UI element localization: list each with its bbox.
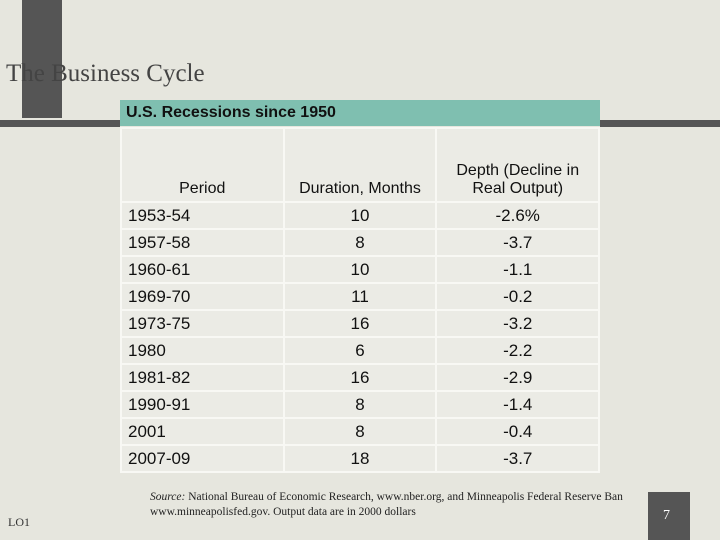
table-cell: 8 bbox=[282, 228, 438, 257]
table-row: 1981-82 16 -2.9 bbox=[120, 363, 600, 392]
page-number-text: 7 bbox=[663, 508, 670, 523]
table-cell: 1980 bbox=[120, 336, 285, 365]
table-cell: -2.6% bbox=[435, 201, 600, 230]
table-cell: 10 bbox=[282, 201, 438, 230]
source-text: National Bureau of Economic Research, ww… bbox=[188, 491, 623, 503]
table-cell: -2.2 bbox=[435, 336, 600, 365]
table-cell: -2.9 bbox=[435, 363, 600, 392]
decor-line bbox=[600, 120, 720, 127]
table-cell: 8 bbox=[282, 417, 438, 446]
table-row: 1953-54 10 -2.6% bbox=[120, 201, 600, 230]
source-label: Source: bbox=[150, 491, 186, 503]
table-cell: 1957-58 bbox=[120, 228, 285, 257]
table-cell: 8 bbox=[282, 390, 438, 419]
slide-title: The Business Cycle bbox=[6, 60, 205, 87]
table-row: 1960-61 10 -1.1 bbox=[120, 255, 600, 284]
table-cell: -1.4 bbox=[435, 390, 600, 419]
column-header: Depth (Decline in Real Output) bbox=[435, 127, 600, 203]
table-cell: -0.2 bbox=[435, 282, 600, 311]
decor-line bbox=[0, 120, 120, 127]
table-cell: 1981-82 bbox=[120, 363, 285, 392]
table-cell: -0.4 bbox=[435, 417, 600, 446]
table-cell: 1990-91 bbox=[120, 390, 285, 419]
table-cell: 1953-54 bbox=[120, 201, 285, 230]
column-header: Period bbox=[120, 127, 285, 203]
table-cell: 6 bbox=[282, 336, 438, 365]
table-cell: 16 bbox=[282, 363, 438, 392]
decor-bar bbox=[22, 0, 62, 118]
table-row: 1969-70 11 -0.2 bbox=[120, 282, 600, 311]
learning-objective: LO1 bbox=[8, 515, 30, 529]
table-cell: 1973-75 bbox=[120, 309, 285, 338]
table-row: 1973-75 16 -3.2 bbox=[120, 309, 600, 338]
recession-table: Period Duration, Months Depth (Decline in … bbox=[120, 127, 600, 473]
table-cell: -1.1 bbox=[435, 255, 600, 284]
table-cell: -3.2 bbox=[435, 309, 600, 338]
table-cell: 1969-70 bbox=[120, 282, 285, 311]
table-cell: 2007-09 bbox=[120, 444, 285, 473]
table-cell: 16 bbox=[282, 309, 438, 338]
table-cell: -3.7 bbox=[435, 444, 600, 473]
table-cell: 1960-61 bbox=[120, 255, 285, 284]
table-cell: 10 bbox=[282, 255, 438, 284]
table-row: 1990-91 8 -1.4 bbox=[120, 390, 600, 419]
column-header: Duration, Months bbox=[282, 127, 438, 203]
table-cell: 11 bbox=[282, 282, 438, 311]
source-text: www.minneapolisfed.gov. Output data are … bbox=[150, 506, 416, 518]
source-note: Source: National Bureau of Economic Rese… bbox=[150, 490, 650, 520]
table-cell: -3.7 bbox=[435, 228, 600, 257]
table-row: 2007-09 18 -3.7 bbox=[120, 444, 600, 473]
table-row: 1980 6 -2.2 bbox=[120, 336, 600, 365]
table-cell: 2001 bbox=[120, 417, 285, 446]
page-number: 7 bbox=[648, 492, 690, 540]
table-row: 2001 8 -0.4 bbox=[120, 417, 600, 446]
table-row: 1957-58 8 -3.7 bbox=[120, 228, 600, 257]
table-caption: U.S. Recessions since 1950 bbox=[120, 100, 600, 126]
table-cell: 18 bbox=[282, 444, 438, 473]
